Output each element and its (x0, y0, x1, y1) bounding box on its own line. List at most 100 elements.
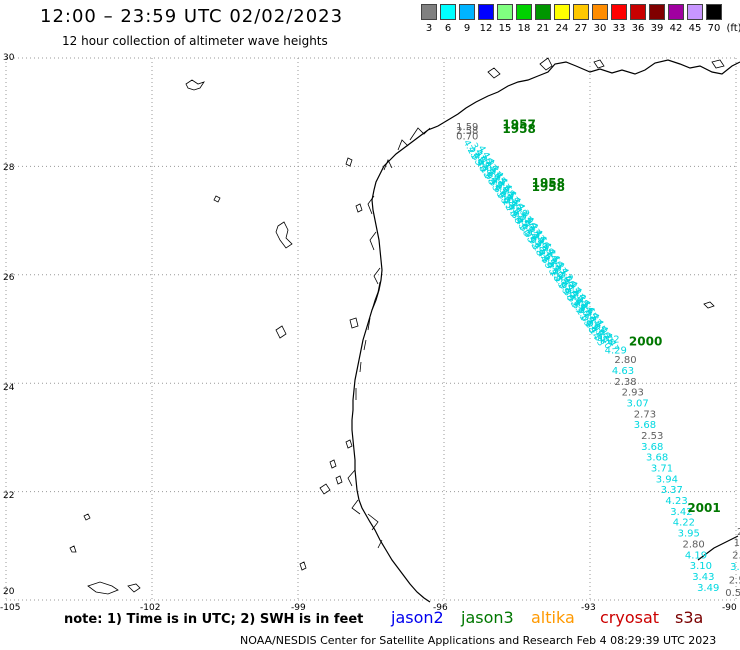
swh-label: 3.43 (692, 572, 714, 583)
legend-label-70: 70 (707, 23, 721, 34)
lat-label-28: 28 (3, 163, 15, 173)
swh-label: 1.84 (734, 538, 740, 549)
swh-label: 3.42 (670, 507, 692, 518)
legend-label-18: 18 (517, 23, 531, 34)
swh-label: 3.2 (730, 562, 740, 573)
legend-label-3: 3 (425, 23, 433, 34)
legend-label-21: 21 (536, 23, 550, 34)
swh-label: 3.68 (641, 442, 663, 453)
swh-label: 2.58 (456, 126, 478, 137)
legend-swatch-24 (554, 4, 570, 20)
swh-label: 0.59 (725, 588, 740, 599)
legend-swatch-12 (478, 4, 494, 20)
yucatan-coast (697, 535, 739, 561)
pass-time-label: 2001 (687, 501, 720, 515)
legend-unit: (ft) (726, 23, 740, 34)
pass-time-label: 1957 (502, 117, 535, 131)
legend-swatch-33 (611, 4, 627, 20)
legend-swatch-3 (421, 4, 437, 20)
swh-label: 4.22 (673, 518, 695, 529)
swh-label: 3.68 (634, 420, 656, 431)
legend-swatch-36 (630, 4, 646, 20)
legend-swatch-42 (668, 4, 684, 20)
swh-label: 2.80 (682, 539, 704, 550)
credit-line: NOAA/NESDIS Center for Satellite Applica… (240, 634, 717, 647)
barrier-island (355, 281, 381, 400)
swh-label: 2.59 (729, 576, 740, 587)
legend-swatch-18 (516, 4, 532, 20)
lat-lon-grid (5, 57, 737, 601)
lat-label-30: 30 (3, 53, 15, 63)
swh-label: 2.38 (614, 377, 636, 388)
legend-swatch-39 (649, 4, 665, 20)
legend-label-6: 6 (444, 23, 452, 34)
swh-label: 4.02 (597, 335, 619, 346)
legend-label-9: 9 (463, 23, 471, 34)
pass-time-label: 1958 (502, 122, 535, 136)
swh-label: 3.68 (646, 453, 668, 464)
legend-label-27: 27 (574, 23, 588, 34)
altimeter-labels: 1.592.580.704.024.292.804.632.382.933.07… (456, 117, 740, 599)
swh-label: 3.94 (656, 474, 678, 485)
mission-jason2: jason2 (391, 608, 444, 627)
lat-label-24: 24 (3, 383, 15, 393)
legend-swatch-15 (497, 4, 513, 20)
altimeter-passes: 4.214.354.484.123.984.554.614.394.224.70… (461, 139, 620, 354)
legend-label-24: 24 (555, 23, 569, 34)
lat-label-26: 26 (3, 273, 15, 283)
swh-label: 3.07 (627, 399, 649, 410)
page-title: 12:00 – 23:59 UTC 02/02/2023 (40, 6, 344, 27)
lon-label-96: -96 (433, 603, 448, 613)
mission-s3a: s3a (675, 608, 704, 627)
lon-label-90: -90 (722, 603, 737, 613)
swh-label: 2.80 (614, 355, 636, 366)
lon-label-102: -102 (140, 603, 161, 613)
gulf-coastline (351, 59, 740, 603)
legend-swatch-70 (706, 4, 722, 20)
swh-label: 0.70 (456, 131, 478, 142)
legend-label-15: 15 (498, 23, 512, 34)
legend-swatch-21 (535, 4, 551, 20)
lon-label-99: -99 (291, 603, 306, 613)
legend-swatch-6 (440, 4, 456, 20)
lat-label-20: 20 (3, 587, 15, 597)
inland-lakes (69, 57, 725, 595)
swh-label: 4.63 (612, 366, 634, 377)
legend-label-30: 30 (593, 23, 607, 34)
pass-time-label: 2000 (629, 334, 662, 348)
swh-label: 3.10 (690, 561, 712, 572)
legend-label-33: 33 (612, 23, 626, 34)
swh-label: 4.29 (605, 345, 627, 356)
swh-label: 2.0 (732, 550, 740, 561)
coastline (69, 57, 740, 603)
legend-swatch-45 (687, 4, 703, 20)
legend-label-39: 39 (650, 23, 664, 34)
pass-time-label: 1958 (532, 176, 565, 190)
swh-label: 4.23 (665, 496, 687, 507)
legend-label-36: 36 (631, 23, 645, 34)
swh-label: 3.37 (661, 485, 683, 496)
legend-label-12: 12 (479, 23, 493, 34)
swh-label: 3.71 (651, 464, 673, 475)
legend-swatch-30 (592, 4, 608, 20)
legend-label-45: 45 (688, 23, 702, 34)
legend-label-42: 42 (669, 23, 683, 34)
mission-cryosat: cryosat (600, 608, 660, 627)
swh-label: 2.53 (641, 431, 663, 442)
pass-time-label: 1958 (532, 180, 565, 194)
swh-label: 3.49 (697, 583, 719, 594)
mission-altika: altika (531, 608, 575, 627)
page-subtitle: 12 hour collection of altimeter wave hei… (62, 34, 328, 48)
swh-label: 2.93 (622, 388, 644, 399)
swh-label: 2.74 (737, 527, 740, 538)
lat-label-22: 22 (3, 491, 15, 501)
footnote: note: 1) Time is in UTC; 2) SWH is in fe… (64, 612, 364, 627)
bay-outline (347, 127, 431, 549)
mission-jason3: jason3 (461, 608, 514, 627)
lon-label-105: -105 (0, 603, 21, 613)
swh-label: 1.59 (456, 122, 478, 133)
lon-label-93: -93 (581, 603, 596, 613)
swh-label: 2.73 (634, 409, 656, 420)
legend-swatch-27 (573, 4, 589, 20)
